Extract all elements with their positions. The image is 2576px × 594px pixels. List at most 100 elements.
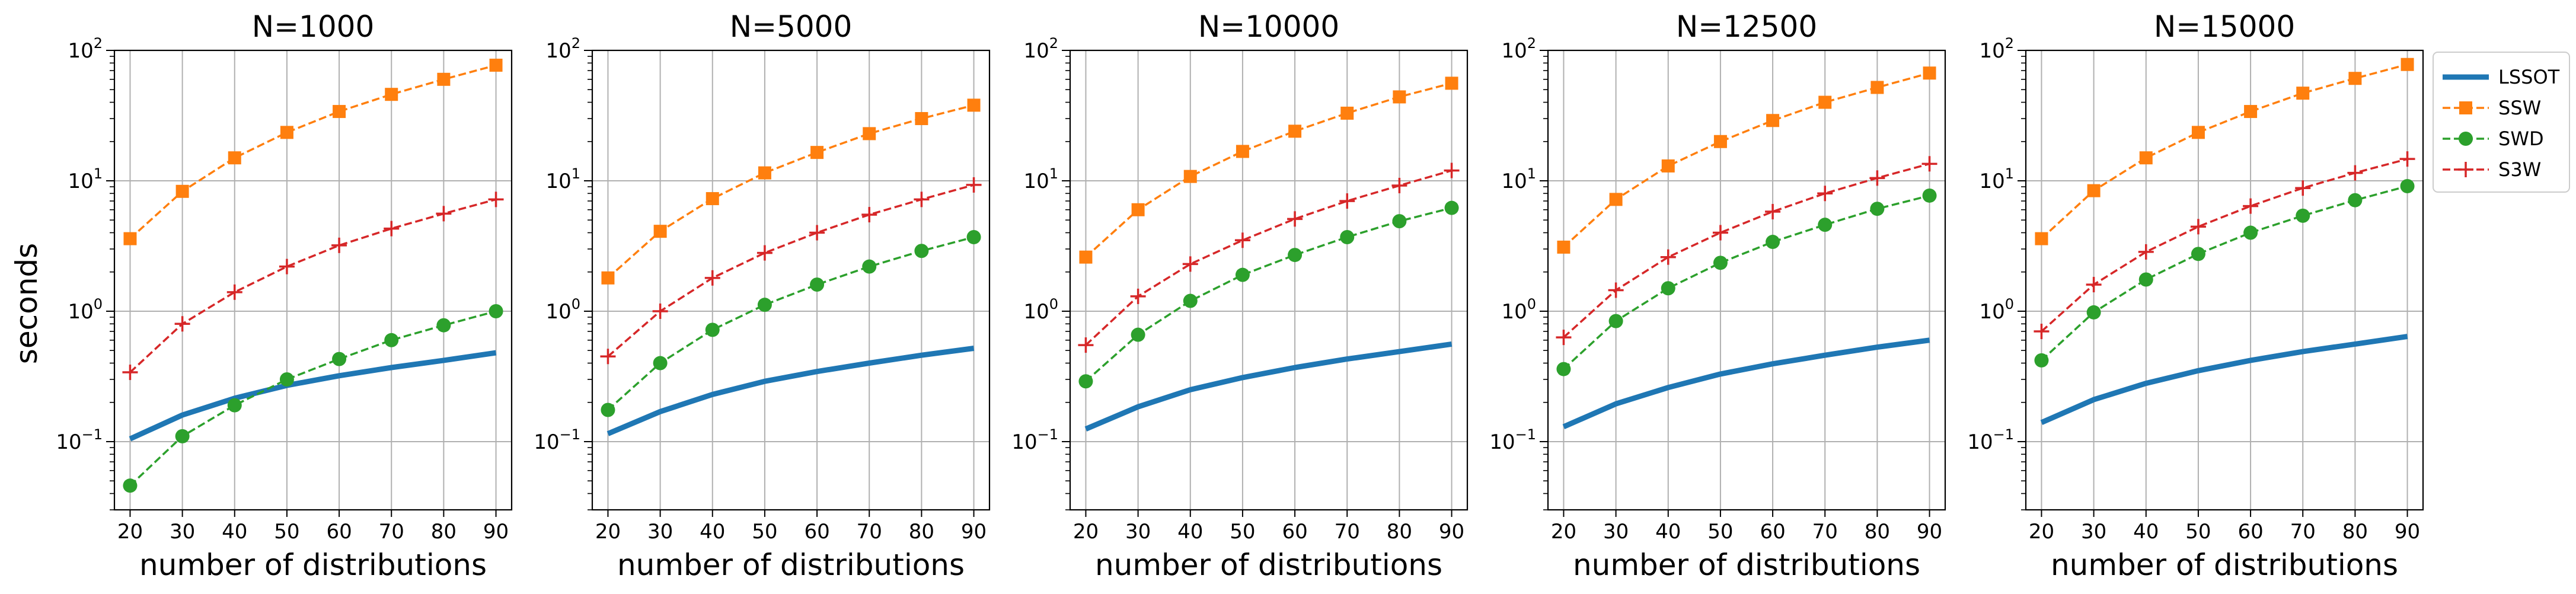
- data-point: [1817, 186, 1833, 202]
- data-point: [1765, 204, 1781, 220]
- data-point: [2138, 244, 2154, 260]
- x-tick-label: 30: [1125, 520, 1151, 544]
- x-axis-label: number of distributions: [2051, 548, 2398, 582]
- x-tick-label: 40: [700, 520, 725, 544]
- subplot-3: 20 30 40 50 60 70 80 90 10−1 100 101 102 N=10000 numb…: [1011, 9, 1469, 582]
- data-point: [2400, 179, 2415, 194]
- legend-label: LSSOT: [2498, 66, 2560, 88]
- data-point: [437, 72, 451, 86]
- data-point: [2191, 247, 2205, 261]
- data-point: [1870, 202, 1885, 216]
- data-point: [175, 429, 190, 443]
- legend-marker: [2459, 101, 2472, 114]
- plot-frame: [1069, 49, 1469, 511]
- x-tick-label: 80: [1865, 520, 1890, 544]
- series-line: [1084, 341, 1453, 432]
- data-point: [1393, 90, 1406, 104]
- data-point: [1287, 211, 1303, 227]
- data-point: [756, 245, 773, 261]
- data-point: [2295, 180, 2311, 196]
- subplot-title: N=1000: [252, 9, 375, 44]
- data-point: [384, 333, 399, 347]
- data-point: [1078, 337, 1094, 353]
- series-line: [607, 184, 975, 357]
- data-point: [810, 146, 824, 159]
- grid: [592, 50, 989, 510]
- series-line: [2040, 334, 2408, 425]
- series-line: [1563, 72, 1930, 248]
- series-line: [1562, 337, 1930, 430]
- subplot-title: N=10000: [1198, 9, 1339, 44]
- data-point: [757, 298, 772, 312]
- legend-marker: [2458, 162, 2473, 177]
- x-tick-label: 40: [1177, 520, 1203, 544]
- series-swd: [123, 304, 503, 493]
- subplot-2: 20 30 40 50 60 70 80 90 10−1 100 101 102 N=5000 numbe…: [534, 9, 991, 582]
- x-tick-label: 40: [1655, 520, 1681, 544]
- data-point: [1183, 293, 1198, 308]
- x-tick-label: 70: [857, 520, 882, 544]
- series-ssw: [601, 98, 981, 285]
- data-point: [1766, 235, 1780, 250]
- data-point: [966, 177, 982, 193]
- data-point: [1557, 240, 1571, 254]
- y-tick-label: 102: [1501, 35, 1536, 63]
- data-point: [600, 349, 616, 365]
- data-point: [1078, 374, 1093, 389]
- data-point: [436, 206, 452, 222]
- data-point: [2243, 225, 2258, 240]
- series-line: [129, 350, 497, 442]
- series-line: [1563, 162, 1930, 338]
- data-point: [1130, 288, 1146, 304]
- y-tick-label: 101: [1023, 165, 1058, 193]
- x-tick-label: 80: [909, 520, 934, 544]
- x-tick-label: 60: [1282, 520, 1307, 544]
- series-s3w: [600, 177, 982, 365]
- series-ssw: [123, 58, 503, 245]
- data-point: [1392, 214, 1407, 229]
- series-swd: [1556, 188, 1937, 376]
- data-point: [966, 229, 981, 244]
- data-point: [705, 322, 720, 337]
- x-tick-label: 80: [2342, 520, 2368, 544]
- data-point: [227, 398, 242, 413]
- y-axis-label: seconds: [9, 243, 44, 364]
- series-line: [1085, 207, 1453, 382]
- data-point: [704, 270, 720, 286]
- legend: LSSOT SSW SWD S3W: [2433, 52, 2570, 193]
- x-axis-label: number of distributions: [1095, 548, 1442, 582]
- series-line: [1085, 82, 1453, 258]
- data-point: [967, 98, 981, 112]
- data-point: [1870, 81, 1884, 94]
- series-lssot: [129, 350, 497, 442]
- data-point: [653, 225, 667, 238]
- x-tick-label: 30: [1603, 520, 1629, 544]
- data-point: [1079, 250, 1093, 264]
- grid: [1548, 50, 1945, 510]
- data-point: [863, 127, 876, 140]
- y-tick-label: 100: [1979, 296, 2014, 324]
- y-tick-label: 102: [68, 35, 103, 63]
- data-point: [1556, 362, 1571, 376]
- series-line: [607, 104, 975, 279]
- series-swd: [1078, 200, 1459, 389]
- series-ssw: [1557, 66, 1936, 254]
- x-tick-label: 40: [2133, 520, 2159, 544]
- y-tick-label: 10−1: [1967, 426, 2014, 454]
- x-tick-label: 40: [222, 520, 247, 544]
- series-lssot: [2040, 334, 2408, 425]
- series-s3w: [1556, 156, 1937, 346]
- data-point: [1713, 256, 1728, 270]
- data-point: [2348, 193, 2363, 207]
- data-point: [810, 277, 825, 292]
- data-point: [1131, 203, 1145, 216]
- y-tick-label: 102: [1023, 35, 1058, 63]
- y-tick-label: 102: [1979, 35, 2014, 63]
- x-tick-label: 90: [1917, 520, 1942, 544]
- data-point: [601, 271, 615, 285]
- x-tick-label: 80: [431, 520, 457, 544]
- legend-label: S3W: [2498, 158, 2541, 181]
- data-point: [1444, 200, 1459, 215]
- data-point: [122, 365, 138, 381]
- subplots: 20 30 40 50 60 70 80 90 10−1 100 101 102 N=1000 numbe…: [56, 9, 2424, 582]
